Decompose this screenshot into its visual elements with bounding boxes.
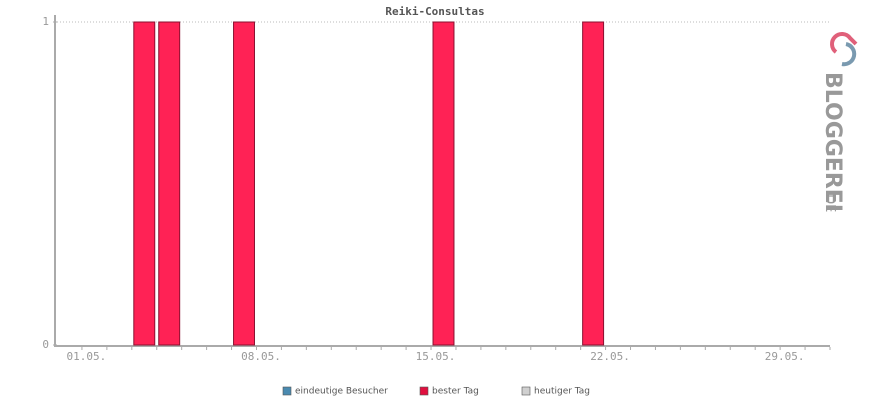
watermark-main: BLOGGEREI [820,72,845,212]
logo-icon [830,32,858,67]
legend-swatch [521,386,531,396]
legend-label: bester Tag [432,387,479,397]
bar [158,21,181,346]
bar [582,21,605,346]
x-tick-label: 01.05. [67,350,107,363]
watermark: BLOGGEREI.DE [820,72,845,212]
x-tick-label: 22.05. [590,350,630,363]
y-tick-label: 0 [42,338,49,351]
watermark-domain: .DE [822,190,837,212]
y-tick-label: 1 [42,15,49,28]
legend-label: eindeutige Besucher [295,387,388,397]
bar [133,21,156,346]
bar [432,21,455,346]
legend-swatch [419,386,429,396]
legend-label: heutiger Tag [534,387,590,397]
x-tick-label: 08.05. [241,350,281,363]
x-tick-label: 29.05. [765,350,805,363]
legend-swatch [282,386,292,396]
chart-title: Reiki-Consultas [385,5,484,18]
bar [233,21,255,346]
x-tick-label: 15.05. [416,350,456,363]
